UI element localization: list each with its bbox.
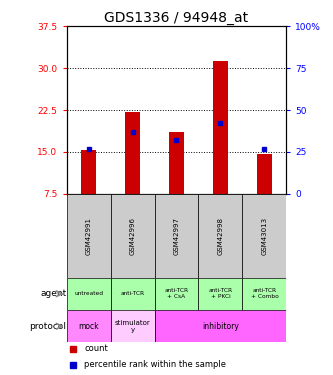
Bar — [213, 62, 228, 194]
Text: GSM42998: GSM42998 — [217, 217, 223, 255]
Text: GSM43013: GSM43013 — [261, 217, 267, 255]
Text: anti-TCR
+ CsA: anti-TCR + CsA — [165, 288, 188, 299]
Text: percentile rank within the sample: percentile rank within the sample — [84, 360, 226, 369]
Text: GSM42996: GSM42996 — [130, 217, 136, 255]
Text: anti-TCR
+ Combo: anti-TCR + Combo — [250, 288, 278, 299]
Bar — [169, 132, 184, 194]
Bar — [155, 278, 198, 310]
Bar — [81, 150, 96, 194]
Text: agent: agent — [40, 289, 67, 298]
Bar — [155, 310, 286, 342]
Bar — [242, 194, 286, 278]
Text: anti-TCR
+ PKCi: anti-TCR + PKCi — [208, 288, 232, 299]
Bar — [111, 194, 155, 278]
Text: mock: mock — [78, 322, 99, 331]
Text: count: count — [84, 344, 108, 353]
Bar — [257, 154, 272, 194]
Text: GSM42991: GSM42991 — [86, 217, 92, 255]
Title: GDS1336 / 94948_at: GDS1336 / 94948_at — [105, 11, 248, 25]
Bar — [67, 310, 111, 342]
Bar — [242, 278, 286, 310]
Bar — [67, 194, 111, 278]
Bar — [198, 194, 242, 278]
Bar — [155, 194, 198, 278]
Bar — [111, 278, 155, 310]
Text: protocol: protocol — [30, 322, 67, 331]
Bar — [67, 278, 111, 310]
Text: untreated: untreated — [74, 291, 103, 296]
Text: anti-TCR: anti-TCR — [121, 291, 145, 296]
Text: GSM42997: GSM42997 — [173, 217, 179, 255]
Text: stimulator
y: stimulator y — [115, 320, 151, 333]
Bar — [111, 310, 155, 342]
Bar — [198, 278, 242, 310]
Bar — [125, 112, 140, 194]
Text: inhibitory: inhibitory — [202, 322, 239, 331]
